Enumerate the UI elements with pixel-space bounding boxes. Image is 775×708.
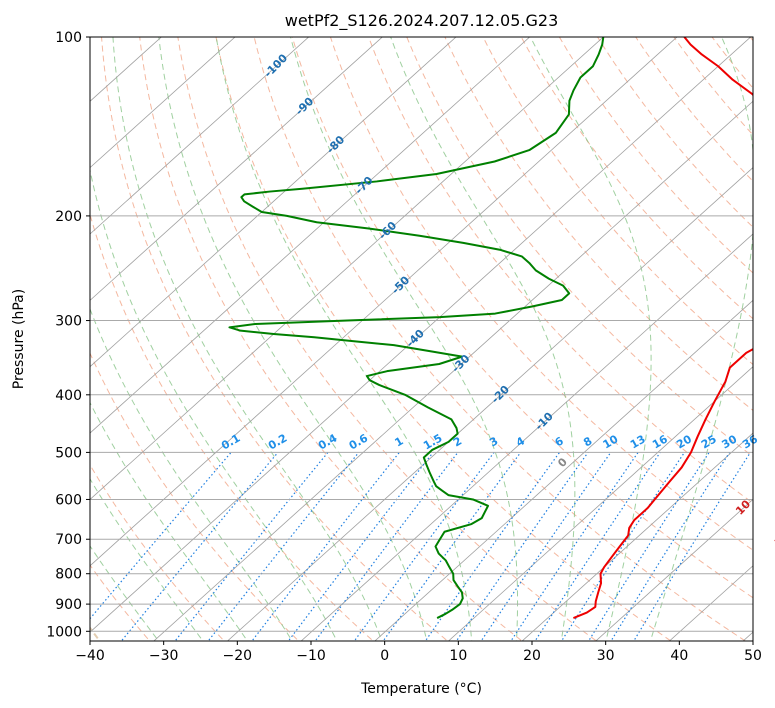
y-tick-label: 900: [55, 597, 82, 613]
mixing-ratio-line: [455, 452, 589, 641]
isotherm-line: [226, 167, 753, 641]
x-tick-label: −40: [75, 648, 105, 664]
dry-adiabat-line: [90, 463, 225, 641]
dry-adiabat-line: [406, 37, 753, 458]
x-axis-label: Temperature (°C): [360, 681, 482, 697]
dry-adiabat-line: [329, 37, 753, 551]
temperature-profile-line: [573, 37, 753, 619]
mixing-ratio-line: [560, 452, 685, 641]
plot-background: [90, 37, 753, 641]
isotherm-line: [374, 299, 753, 641]
chart-title: wetPf2_S126.2024.207.12.05.G23: [285, 11, 559, 31]
mixing-ratio-line: [353, 452, 495, 641]
x-tick-label: 40: [670, 648, 688, 664]
mixing-ratio-line: [207, 452, 360, 641]
dry-adiabat-label: 20: [772, 529, 775, 549]
dry-adiabat-line: [482, 37, 753, 366]
dry-adiabat-line: [444, 37, 753, 412]
y-tick-label: 1000: [46, 624, 82, 640]
isotherm-line: [90, 37, 310, 235]
y-tick-label: 500: [55, 445, 82, 461]
plot-frame: [89, 36, 754, 642]
isotherm-line: [90, 37, 678, 567]
moist-adiabat-line: [90, 167, 338, 641]
x-tick-label: −30: [149, 648, 179, 664]
mixing-ratio-line: [480, 452, 612, 641]
dewpoint-profile-line: [228, 37, 605, 619]
y-tick-label: 100: [55, 30, 82, 46]
mixing-ratio-line: [510, 452, 639, 641]
dry-adiabat-line: [520, 37, 753, 320]
mixing-ratio-line: [534, 452, 661, 641]
x-tick-label: 20: [523, 648, 541, 664]
isotherm-line: [595, 498, 753, 641]
profile-lines: [228, 37, 753, 619]
isotherm-line: [90, 37, 236, 169]
background-lines: [90, 37, 753, 641]
x-tick-label: 30: [597, 648, 615, 664]
isotherm-line: [300, 233, 753, 641]
y-tick-label: 400: [55, 388, 82, 404]
mixing-ratio-line: [90, 452, 232, 620]
x-tick-label: 10: [449, 648, 467, 664]
y-tick-label: 300: [55, 314, 82, 330]
x-tick-label: −10: [296, 648, 326, 664]
dry-adiabat-line: [291, 37, 753, 599]
mixing-ratio-line: [633, 452, 751, 641]
dry-adiabat-line: [139, 37, 523, 641]
axis-ticks: −40 −30 −20 −10 0 10 20 30 40 50 100 200 300 400 500 60…: [46, 30, 762, 664]
x-tick-label: 50: [744, 648, 762, 664]
isotherm-line: [90, 37, 531, 434]
isotherm-line: [153, 100, 753, 641]
mixing-ratio-line: [610, 452, 731, 641]
x-tick-label: −20: [223, 648, 253, 664]
isotherm-line: [90, 37, 604, 500]
x-tick-label: 0: [380, 648, 389, 664]
mixing-ratio-line: [174, 452, 329, 641]
mixing-ratio-line: [287, 452, 434, 641]
isotherm-line: [90, 37, 457, 368]
mixing-ratio-line: [251, 452, 400, 641]
dry-adiabat-line: [368, 37, 753, 504]
y-tick-label: 200: [55, 209, 82, 225]
y-tick-label: 700: [55, 532, 82, 548]
y-tick-label: 600: [55, 492, 82, 508]
mixing-ratio-line: [382, 452, 522, 641]
mixing-ratio-line: [587, 452, 710, 641]
y-tick-label: 800: [55, 567, 82, 583]
isotherm-line: [90, 37, 752, 633]
y-axis-label: Pressure (hPa): [11, 289, 27, 389]
isotherm-line: [447, 366, 753, 641]
isotherm-line: [521, 432, 753, 641]
mixing-ratio-line: [424, 452, 560, 641]
isotherm-line: [90, 37, 383, 301]
